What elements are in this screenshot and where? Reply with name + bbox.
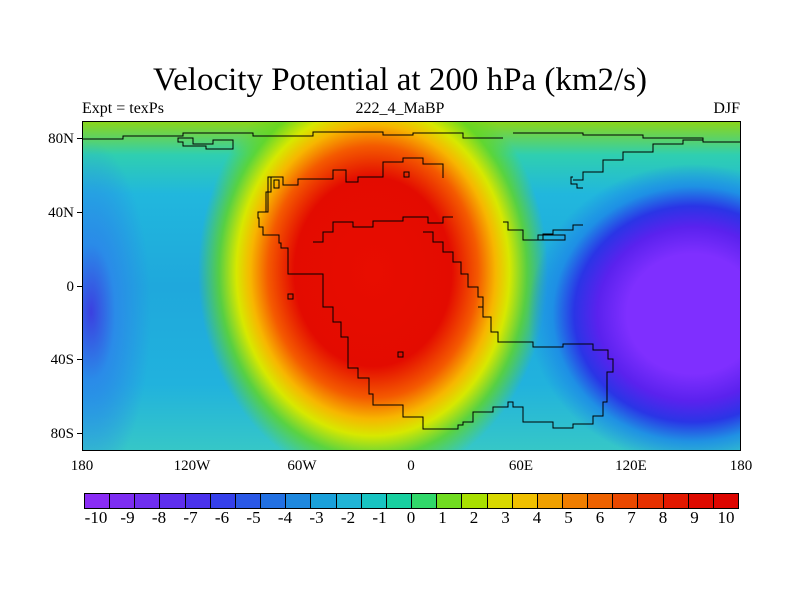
lat-label-80s: 80S: [50, 426, 74, 442]
colorbar-label: 7: [627, 508, 636, 527]
lat-tick: [77, 433, 82, 434]
colorbar-label: 3: [501, 508, 510, 527]
colorbar-cell: [663, 494, 689, 508]
colorbar-label: 9: [690, 508, 699, 527]
lon-label-60w: 60W: [287, 458, 317, 474]
lon-label-180e: 180: [729, 458, 753, 474]
map-plot-area: [82, 121, 741, 451]
colorbar-label: -2: [340, 508, 356, 527]
colorbar-label: -4: [277, 508, 293, 527]
colorbar-cell: [160, 494, 186, 508]
colorbar-cell: [386, 494, 413, 508]
coastline-south-continent: [478, 306, 614, 429]
colorbar-label: 6: [595, 508, 605, 527]
coastline-arabia: [423, 231, 484, 308]
experiment-label: Expt = texPs: [82, 100, 164, 117]
colorbar-cell: [588, 494, 614, 508]
colorbar-cell: [688, 494, 714, 508]
colorbar-label: 2: [469, 508, 479, 527]
coastline-greenland: [177, 137, 234, 150]
colorbar-label: 0: [406, 508, 416, 527]
colorbar-label: 8: [658, 508, 668, 527]
season-label: DJF: [713, 100, 740, 117]
colorbar-cell: [437, 494, 463, 508]
colorbar-cell: [135, 494, 161, 508]
colorbar-cell: [210, 494, 236, 508]
colorbar-cell: [713, 494, 739, 508]
colorbar-cell: [462, 494, 488, 508]
colorbar-cell: [235, 494, 262, 508]
colorbar-label: -9: [120, 508, 135, 527]
lon-label-120w: 120W: [173, 458, 211, 474]
coastline-eurasia-north: [513, 132, 740, 143]
colorbar-label: -7: [183, 508, 198, 527]
coastline-arctic: [83, 131, 503, 140]
run-label: 222_4_MaBP: [355, 100, 445, 117]
colorbar-cell: [286, 494, 312, 508]
lat-tick: [77, 286, 82, 287]
chart-title: Velocity Potential at 200 hPa (km2/s): [152, 62, 648, 98]
colorbar-cell: [638, 494, 664, 508]
lat-label-40s: 40S: [50, 352, 74, 368]
colorbar-cell: [336, 494, 362, 508]
colorbar-label: 5: [564, 508, 573, 527]
colorbar-cell: [412, 494, 438, 508]
coastline-europe: [273, 157, 444, 186]
lat-tick: [77, 138, 82, 139]
colorbar: [84, 493, 739, 509]
colorbar-cell: [512, 494, 538, 508]
lat-label-80n: 80N: [48, 131, 74, 147]
colorbar-label: 4: [532, 508, 542, 527]
lat-tick: [77, 212, 82, 213]
coastline-kamchatka: [570, 176, 583, 189]
lat-label-40n: 40N: [48, 205, 74, 221]
coastline-mideast: [313, 216, 453, 243]
colorbar-cell: [487, 494, 513, 508]
lon-label-60e: 60E: [508, 458, 534, 474]
colorbar-label: 10: [717, 508, 735, 527]
colorbar-label: -3: [309, 508, 324, 527]
lon-label-120e: 120E: [615, 458, 647, 474]
lat-tick: [77, 359, 82, 360]
colorbar-label: 1: [438, 508, 447, 527]
coastline-asia-east: [573, 139, 703, 181]
coastline-europe-islands: [265, 176, 280, 212]
lon-label-0: 0: [407, 458, 415, 474]
colorbar-label: -1: [372, 508, 387, 527]
colorbar-cell: [185, 494, 211, 508]
colorbar-cell: [311, 494, 337, 508]
colorbar-cell: [537, 494, 563, 508]
lat-label-0: 0: [66, 279, 75, 295]
colorbar-cell: [261, 494, 287, 508]
colorbar-cell: [361, 494, 387, 508]
coastline-islands: [287, 171, 410, 358]
colorbar-cell: [85, 494, 111, 508]
colorbar-label: -5: [246, 508, 261, 527]
colorbar-label: -10: [84, 508, 108, 527]
colorbar-label: -6: [214, 508, 230, 527]
coastline-inlet: [537, 234, 566, 241]
colorbar-label: -8: [151, 508, 167, 527]
colorbar-cell: [110, 494, 136, 508]
colorbar-labels: -10 -9 -8 -7 -6 -5 -4 -3 -2 -1 0 1 2 3 4 5 6 7 8 9 10: [0, 508, 800, 528]
colorbar-cell: [562, 494, 589, 508]
coastline-africa: [257, 176, 483, 430]
lon-label-180w: 180: [70, 458, 94, 474]
colorbar-cell: [613, 494, 639, 508]
coastline-overlay: [83, 131, 740, 430]
coastline-asia-south: [503, 221, 583, 241]
